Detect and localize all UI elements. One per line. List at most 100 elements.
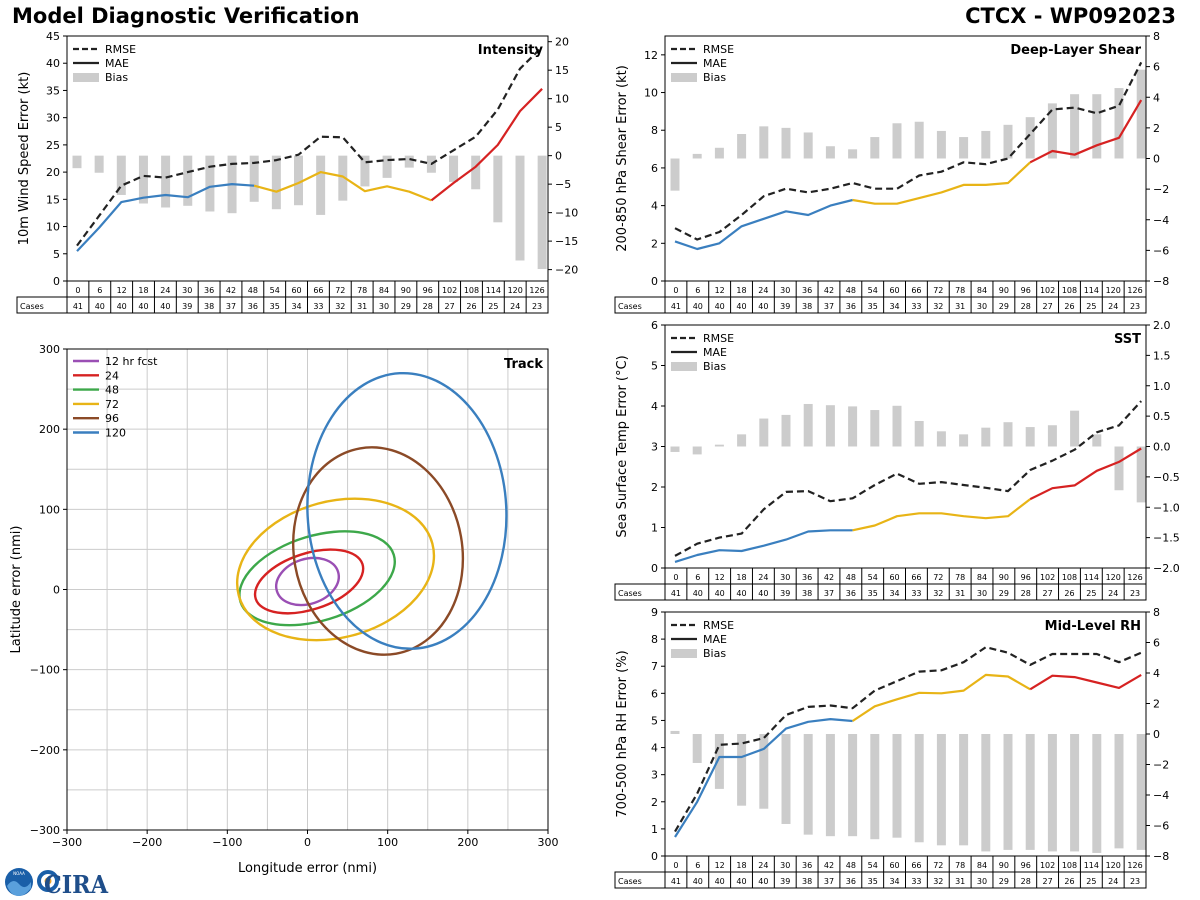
sst-case-count: 34 — [889, 589, 899, 598]
shear-ytick-label: 12 — [644, 49, 658, 62]
sst-y2tick-label: 0.0 — [1153, 441, 1171, 454]
sst-ytick-label: 5 — [651, 360, 658, 373]
shear-cases-header: Cases — [618, 302, 642, 311]
shear-legend-rmse-label: RMSE — [703, 43, 734, 56]
shear-bias-bar — [870, 137, 880, 159]
shear-ytick-label: 10 — [644, 87, 658, 100]
intensity-y2tick-label: −5 — [555, 178, 571, 191]
track-ylabel: Latitude error (nmi) — [9, 526, 24, 654]
track-ytick-label: −300 — [30, 824, 60, 837]
rh-y2tick-label: −6 — [1153, 820, 1169, 833]
intensity-bias-bar — [493, 155, 503, 223]
intensity-bias-bar — [316, 155, 326, 215]
shear-case-count: 29 — [999, 302, 1009, 311]
rh-lead-hour-label: 42 — [824, 861, 834, 870]
sst-lead-hour-label: 120 — [1106, 573, 1121, 582]
intensity-lead-hour-label: 18 — [138, 286, 148, 295]
rh-ytick-label: 6 — [651, 687, 658, 700]
shear-lead-hour-label: 126 — [1127, 286, 1142, 295]
intensity-case-count: 26 — [466, 302, 476, 311]
intensity-lead-hour-label: 54 — [270, 286, 280, 295]
rh-y2tick-label: 8 — [1153, 606, 1160, 619]
track-ellipse-72h — [235, 497, 436, 642]
track-xtick-label: 0 — [304, 836, 311, 849]
intensity-case-count: 30 — [379, 302, 389, 311]
rh-case-count: 36 — [846, 877, 856, 886]
rh-rmse-point — [785, 714, 787, 716]
sst-rmse-point — [896, 473, 898, 475]
shear-lead-hour-label: 90 — [999, 286, 1009, 295]
rh-case-count: 34 — [889, 877, 899, 886]
rh-case-count: 40 — [736, 877, 746, 886]
intensity-case-count: 27 — [445, 302, 455, 311]
intensity-rmse-line — [76, 46, 543, 247]
sst-case-count: 39 — [780, 589, 790, 598]
shear-bias-bar — [914, 121, 924, 159]
shear-legend-bias-label: Bias — [703, 71, 726, 84]
shear-bias-bar — [959, 137, 969, 159]
intensity-case-count: 23 — [532, 302, 542, 311]
intensity-legend-bias-label: Bias — [105, 71, 128, 84]
rh-bias-bar — [692, 734, 702, 763]
shear-bias-bar — [670, 158, 680, 191]
sst-lead-hour-label: 36 — [802, 573, 812, 582]
sst-bias-bar — [737, 434, 747, 447]
sst-case-count: 40 — [736, 589, 746, 598]
track-ellipse-12h — [275, 556, 340, 607]
sst-case-count: 33 — [911, 589, 921, 598]
rh-bias-bar — [737, 734, 747, 806]
sst-bias-bar — [1047, 425, 1057, 447]
shear-bias-bar — [1092, 94, 1102, 159]
rh-ytick-label: 4 — [651, 742, 658, 755]
sst-lead-hour-label: 18 — [736, 573, 746, 582]
shear-case-count: 33 — [911, 302, 921, 311]
sst-case-count: 36 — [846, 589, 856, 598]
rh-bias-bar — [781, 734, 791, 824]
sst-case-count: 37 — [824, 589, 834, 598]
sst-bias-bar — [714, 444, 724, 447]
intensity-bias-bar — [515, 155, 525, 261]
sst-ytick-label: 2 — [651, 481, 658, 494]
track-legend-label: 120 — [105, 427, 126, 440]
shear-rmse-point — [785, 188, 787, 190]
shear-case-count: 40 — [758, 302, 768, 311]
intensity-lead-hour-label: 42 — [226, 286, 236, 295]
sst-legend-bias-swatch — [671, 362, 697, 371]
sst-bias-bar — [1070, 410, 1080, 447]
intensity-ytick-label: 35 — [46, 84, 60, 97]
rh-ytick-label: 0 — [651, 850, 658, 863]
rh-ytick-label: 9 — [651, 606, 658, 619]
rh-y2tick-label: 2 — [1153, 698, 1160, 711]
sst-lead-hour-label: 126 — [1127, 573, 1142, 582]
intensity-legend-bias-swatch — [73, 73, 99, 82]
shear-bias-bar — [1003, 124, 1013, 159]
intensity-lead-hour-label: 0 — [75, 286, 80, 295]
rh-bias-bar — [803, 734, 813, 835]
track-ytick-label: −200 — [30, 744, 60, 757]
intensity-case-count: 39 — [182, 302, 192, 311]
sst-lead-hour-label: 30 — [780, 573, 790, 582]
intensity-ytick-label: 20 — [46, 166, 60, 179]
shear-case-count: 38 — [802, 302, 812, 311]
intensity-y2tick-label: 20 — [555, 36, 569, 49]
sst-y2tick-label: 1.5 — [1153, 349, 1171, 362]
intensity-lead-hour-label: 30 — [182, 286, 192, 295]
shear-bias-bar — [1047, 103, 1057, 159]
rh-case-count: 23 — [1130, 877, 1140, 886]
shear-ytick-label: 2 — [651, 237, 658, 250]
rh-lead-hour-label: 126 — [1127, 861, 1142, 870]
intensity-lead-hour-label: 102 — [442, 286, 457, 295]
shear-legend-bias-swatch — [671, 73, 697, 82]
rh-bias-bar — [870, 734, 880, 840]
intensity-lead-hour-label: 96 — [423, 286, 433, 295]
sst-bias-bar — [1025, 427, 1035, 447]
intensity-lead-hour-label: 48 — [248, 286, 258, 295]
rh-y2tick-label: 4 — [1153, 667, 1160, 680]
sst-lead-hour-label: 72 — [933, 573, 943, 582]
track-ellipse-24h — [253, 548, 365, 615]
shear-bias-bar — [737, 134, 747, 159]
sst-lead-hour-label: 108 — [1062, 573, 1077, 582]
intensity-case-count: 31 — [357, 302, 367, 311]
intensity-bias-bar — [294, 155, 303, 206]
intensity-lead-hour-label: 60 — [291, 286, 301, 295]
